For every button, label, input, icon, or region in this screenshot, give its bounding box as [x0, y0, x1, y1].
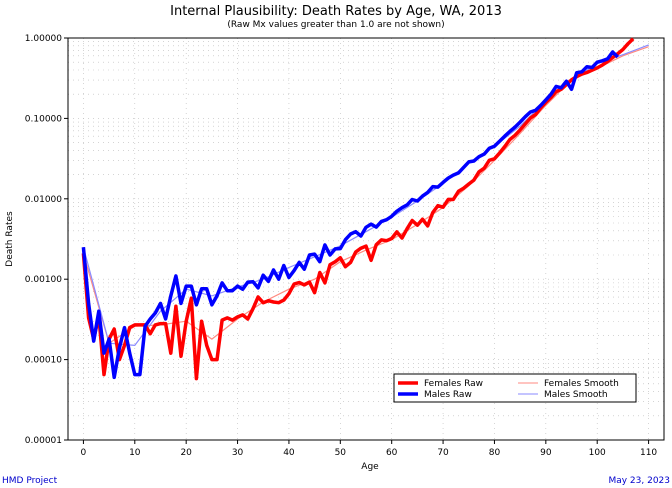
footer-project: HMD Project [2, 476, 58, 486]
y-tick-label: 0.00010 [25, 356, 62, 366]
x-axis: 0 10 20 30 40 50 60 70 80 90 100 110 [81, 440, 657, 458]
x-axis-label: Age [361, 462, 379, 472]
x-tick-label: 10 [129, 448, 141, 458]
y-tick-label: 0.00001 [25, 436, 62, 446]
x-tick-label: 0 [81, 448, 87, 458]
chart-title: Internal Plausibility: Death Rates by Ag… [170, 4, 502, 19]
series-line-females-raw [81, 37, 635, 381]
plot-area [67, 37, 665, 441]
x-tick-label: 70 [437, 448, 449, 458]
x-tick-label: 60 [386, 448, 398, 458]
x-tick-label: 110 [640, 448, 657, 458]
x-tick-label: 100 [589, 448, 606, 458]
legend: Females Raw Males Raw Females Smooth Mal… [393, 373, 637, 403]
y-axis-label: Death Rates [5, 211, 15, 267]
legend-label-females-raw: Females Raw [424, 379, 483, 389]
y-axis: 0.00001 0.00010 0.00100 0.01000 0.10000 1.000… [25, 34, 68, 446]
x-tick-label: 90 [540, 448, 552, 458]
y-tick-label: 1.00000 [25, 34, 62, 44]
series-layer [81, 37, 649, 381]
legend-box [393, 373, 637, 403]
x-tick-label: 50 [335, 448, 347, 458]
y-tick-label: 0.10000 [25, 114, 62, 124]
legend-label-males-raw: Males Raw [424, 390, 472, 400]
series-line-females-smooth [82, 46, 649, 345]
x-tick-label: 80 [489, 448, 501, 458]
chart-subtitle: (Raw Mx values greater than 1.0 are not … [227, 20, 444, 30]
legend-label-females-smooth: Females Smooth [544, 379, 619, 389]
y-tick-label: 0.01000 [25, 195, 62, 205]
legend-label-males-smooth: Males Smooth [544, 390, 608, 400]
series-line-males-raw [81, 50, 620, 380]
footer-date: May 23, 2023 [608, 476, 670, 486]
y-tick-label: 0.00100 [25, 275, 62, 285]
x-tick-label: 40 [283, 448, 295, 458]
x-tick-label: 30 [232, 448, 244, 458]
x-tick-label: 20 [180, 448, 192, 458]
